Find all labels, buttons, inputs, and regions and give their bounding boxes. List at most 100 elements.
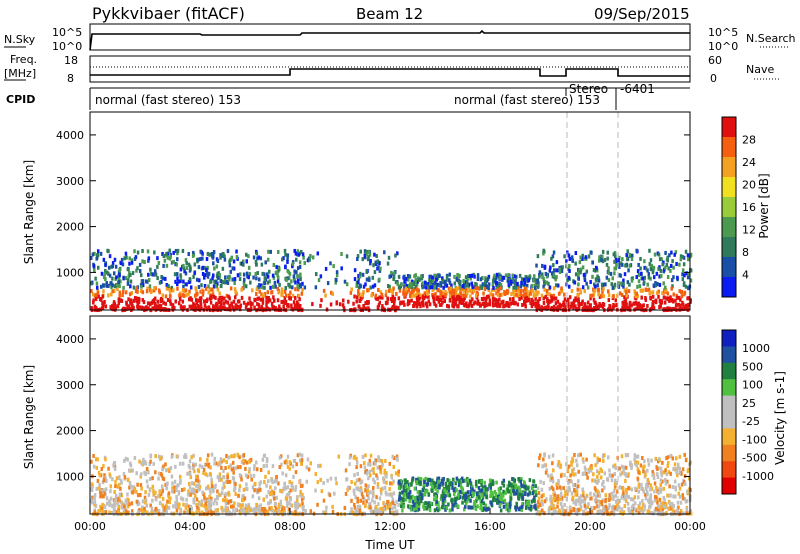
- power-cell: [245, 302, 248, 307]
- power-cell: [142, 300, 146, 305]
- power-cell: [296, 274, 299, 279]
- power-cell: [619, 281, 623, 286]
- velocity-cell: [553, 509, 557, 514]
- power-cell: [291, 262, 295, 267]
- power-cell: [230, 301, 233, 306]
- velocity-cell: [282, 506, 286, 511]
- power-cell: [283, 296, 287, 301]
- velocity-cell: [264, 474, 267, 479]
- velocity-cell: [467, 494, 470, 499]
- power-colorbar-frame: [721, 116, 737, 298]
- velocity-cell: [298, 478, 302, 483]
- velocity-cell: [624, 499, 628, 504]
- power-cell: [412, 281, 416, 286]
- velocity-cell: [189, 504, 193, 509]
- velocity-cell: [378, 465, 382, 470]
- power-cell: [317, 278, 321, 283]
- power-cell: [107, 283, 110, 288]
- power-cell: [275, 270, 278, 275]
- power-cell: [359, 249, 362, 254]
- power-cell: [657, 289, 660, 294]
- velocity-cell: [428, 508, 432, 513]
- power-cell: [104, 277, 107, 282]
- velocity-cell: [648, 504, 652, 509]
- power-cell: [523, 302, 527, 307]
- velocity-cell: [596, 504, 599, 509]
- power-cell: [554, 296, 558, 301]
- velocity-cell: [549, 478, 552, 483]
- power-cell: [362, 290, 365, 295]
- power-cell: [642, 303, 645, 308]
- power-cell: [469, 294, 472, 299]
- power-cell: [594, 306, 597, 311]
- power-cell: [661, 262, 664, 267]
- power-cell: [122, 306, 125, 311]
- power-cell: [488, 302, 492, 307]
- velocity-cell: [269, 485, 272, 490]
- power-cell: [583, 275, 586, 280]
- velocity-cell: [641, 510, 645, 515]
- velocity-colorbar-swatch: [722, 461, 736, 479]
- power-cell: [528, 275, 532, 280]
- power-cell: [184, 288, 188, 293]
- power-cell: [306, 258, 310, 263]
- velocity-cell: [637, 505, 641, 510]
- power-cell: [658, 282, 662, 287]
- power-cell: [115, 275, 118, 280]
- velocity-cell: [578, 501, 582, 506]
- velocity-cell: [139, 492, 142, 497]
- velocity-cell: [590, 496, 593, 501]
- power-cell: [117, 297, 121, 302]
- power-cell: [136, 266, 139, 271]
- power-cell: [519, 292, 522, 297]
- power-cell: [245, 271, 249, 276]
- power-cell: [445, 277, 449, 282]
- power-cell: [101, 305, 105, 310]
- velocity-cell: [270, 490, 274, 495]
- power-cell: [117, 280, 121, 285]
- power-cell: [155, 304, 159, 309]
- velocity-cell: [213, 461, 216, 466]
- power-cell: [217, 297, 220, 302]
- velocity-cell: [572, 500, 576, 505]
- velocity-cell: [408, 495, 411, 500]
- velocity-cell: [569, 506, 572, 511]
- power-cell: [654, 281, 657, 286]
- power-cell: [369, 259, 372, 264]
- velocity-cell: [622, 465, 626, 470]
- velocity-cell: [186, 471, 189, 476]
- velocity-cell: [526, 492, 530, 497]
- power-cell: [179, 267, 183, 272]
- power-cell: [226, 307, 230, 312]
- velocity-cell: [267, 501, 270, 506]
- velocity-cell: [598, 458, 601, 463]
- power-cell: [140, 305, 144, 310]
- power-cell: [416, 276, 420, 281]
- power-cell: [294, 287, 297, 292]
- velocity-cell: [177, 483, 180, 488]
- power-cell: [429, 274, 432, 279]
- velocity-cell: [538, 453, 542, 458]
- velocity-cell: [230, 504, 233, 509]
- velocity-cell: [216, 475, 220, 480]
- power-cell: [369, 261, 372, 266]
- nave-tick-low: 0: [710, 72, 717, 85]
- power-cell: [269, 285, 272, 290]
- velocity-cell: [384, 490, 388, 495]
- velocity-cell: [577, 469, 580, 474]
- power-cell: [608, 303, 611, 308]
- velocity-cell: [220, 477, 223, 482]
- power-cell: [194, 298, 198, 303]
- power-cell: [664, 250, 667, 255]
- power-cell: [488, 298, 492, 303]
- velocity-cell: [255, 467, 259, 472]
- velocity-cell: [200, 510, 204, 515]
- velocity-cell: [93, 508, 97, 513]
- power-cell: [99, 284, 103, 289]
- velocity-cell: [574, 472, 577, 477]
- velocity-cell: [417, 507, 421, 512]
- power-cell: [607, 298, 611, 303]
- velocity-cell: [257, 496, 261, 501]
- power-cell: [149, 288, 152, 293]
- power-cell: [197, 257, 200, 262]
